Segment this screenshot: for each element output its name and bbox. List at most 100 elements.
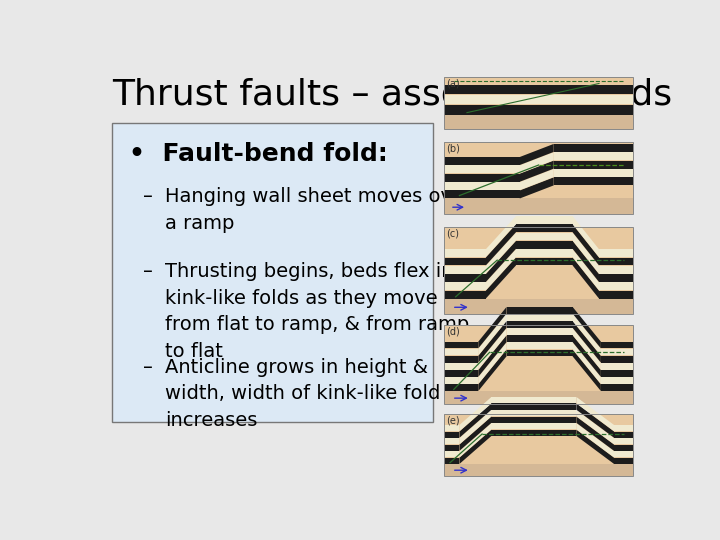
- Bar: [599, 266, 633, 274]
- Polygon shape: [572, 314, 601, 355]
- Bar: [444, 227, 633, 314]
- Text: –: –: [143, 358, 153, 377]
- Polygon shape: [486, 249, 516, 291]
- Bar: [516, 224, 572, 232]
- Bar: [444, 282, 486, 291]
- Polygon shape: [459, 403, 492, 438]
- Polygon shape: [572, 349, 601, 391]
- Bar: [554, 177, 633, 185]
- Polygon shape: [459, 410, 492, 444]
- Bar: [492, 416, 576, 423]
- Bar: [601, 356, 633, 362]
- Bar: [444, 356, 478, 362]
- Polygon shape: [486, 241, 516, 282]
- Bar: [492, 423, 576, 429]
- Bar: [444, 349, 478, 355]
- Bar: [444, 464, 633, 476]
- Polygon shape: [572, 321, 601, 362]
- Bar: [614, 438, 633, 444]
- Polygon shape: [576, 397, 614, 431]
- Polygon shape: [572, 224, 599, 265]
- Bar: [516, 249, 572, 257]
- Bar: [601, 370, 633, 377]
- Bar: [507, 342, 572, 349]
- Bar: [516, 216, 572, 224]
- Bar: [444, 95, 633, 104]
- Bar: [444, 77, 633, 129]
- Bar: [507, 314, 572, 321]
- FancyBboxPatch shape: [112, 123, 433, 422]
- Polygon shape: [572, 258, 599, 299]
- Polygon shape: [478, 342, 507, 384]
- Bar: [444, 274, 486, 282]
- Bar: [444, 199, 633, 214]
- Bar: [507, 307, 572, 314]
- Polygon shape: [572, 335, 601, 377]
- Bar: [507, 321, 572, 328]
- Bar: [444, 370, 478, 377]
- Bar: [599, 274, 633, 282]
- Bar: [444, 141, 633, 214]
- Text: (a): (a): [446, 79, 460, 89]
- Text: Thrust faults – associated folds: Thrust faults – associated folds: [112, 77, 672, 111]
- Polygon shape: [478, 335, 507, 377]
- Text: Thrusting begins, beds flex into
kink-like folds as they move
from flat to ramp,: Thrusting begins, beds flex into kink-li…: [166, 262, 474, 361]
- Bar: [599, 258, 633, 265]
- Text: (b): (b): [446, 144, 460, 153]
- Bar: [601, 342, 633, 348]
- Text: Hanging wall sheet moves over
a ramp: Hanging wall sheet moves over a ramp: [166, 187, 472, 233]
- Polygon shape: [520, 152, 554, 173]
- Polygon shape: [520, 169, 554, 190]
- Bar: [444, 391, 633, 404]
- Bar: [444, 258, 486, 265]
- Bar: [554, 160, 633, 168]
- Bar: [444, 458, 459, 464]
- Polygon shape: [459, 416, 492, 451]
- Bar: [614, 458, 633, 464]
- Polygon shape: [576, 423, 614, 457]
- Bar: [444, 227, 633, 314]
- Polygon shape: [486, 258, 516, 299]
- Bar: [444, 85, 633, 94]
- Polygon shape: [572, 241, 599, 282]
- Bar: [444, 325, 633, 404]
- Bar: [444, 425, 459, 431]
- Bar: [516, 241, 572, 249]
- Polygon shape: [486, 216, 516, 257]
- Bar: [444, 165, 520, 173]
- Bar: [444, 384, 478, 391]
- Bar: [507, 349, 572, 356]
- Polygon shape: [520, 144, 554, 165]
- Polygon shape: [576, 403, 614, 438]
- Text: (e): (e): [446, 416, 460, 426]
- Bar: [601, 363, 633, 370]
- Polygon shape: [459, 397, 492, 431]
- Bar: [444, 414, 633, 476]
- Bar: [507, 335, 572, 342]
- Bar: [444, 191, 520, 199]
- Bar: [554, 169, 633, 177]
- Bar: [599, 282, 633, 291]
- Bar: [444, 451, 459, 457]
- Bar: [554, 152, 633, 160]
- Bar: [444, 182, 520, 190]
- Bar: [601, 377, 633, 384]
- Polygon shape: [576, 416, 614, 451]
- Bar: [444, 431, 459, 438]
- Bar: [492, 410, 576, 416]
- Polygon shape: [459, 423, 492, 457]
- Bar: [601, 349, 633, 355]
- Bar: [444, 114, 633, 129]
- Bar: [516, 233, 572, 240]
- Bar: [444, 157, 520, 165]
- Bar: [444, 438, 459, 444]
- Polygon shape: [486, 224, 516, 265]
- Text: •  Fault-bend fold:: • Fault-bend fold:: [129, 141, 388, 166]
- Bar: [444, 325, 633, 404]
- Text: (d): (d): [446, 326, 460, 336]
- Polygon shape: [576, 410, 614, 444]
- Bar: [599, 291, 633, 299]
- Bar: [614, 425, 633, 431]
- Polygon shape: [478, 349, 507, 391]
- Polygon shape: [478, 307, 507, 348]
